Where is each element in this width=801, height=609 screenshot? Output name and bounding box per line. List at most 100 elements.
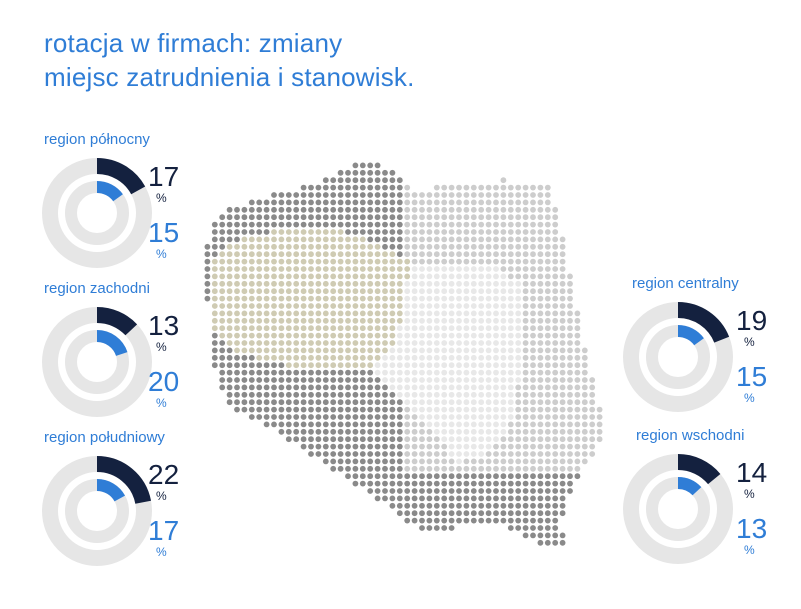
map-dot bbox=[367, 295, 374, 302]
map-dot bbox=[367, 177, 374, 184]
map-dot bbox=[419, 317, 425, 324]
map-dot bbox=[470, 206, 477, 213]
map-dot bbox=[433, 414, 440, 420]
map-dot bbox=[256, 414, 263, 420]
map-dot bbox=[433, 458, 440, 465]
map-dot bbox=[382, 280, 388, 287]
map-dot bbox=[426, 421, 433, 428]
map-dot bbox=[470, 214, 477, 221]
map-dot bbox=[544, 495, 551, 502]
map-dot bbox=[322, 243, 329, 250]
map-dot bbox=[359, 295, 366, 302]
map-dot bbox=[367, 273, 374, 280]
map-dot bbox=[248, 310, 255, 317]
map-dot bbox=[567, 451, 573, 457]
map-dot bbox=[419, 443, 425, 450]
map-dot bbox=[285, 340, 292, 346]
map-dot bbox=[337, 229, 344, 235]
map-dot bbox=[337, 406, 344, 413]
map-dot bbox=[419, 354, 425, 361]
map-dot bbox=[493, 517, 499, 524]
map-dot bbox=[226, 214, 233, 221]
map-dot bbox=[515, 325, 522, 332]
map-dot bbox=[337, 221, 344, 228]
map-dot bbox=[241, 340, 248, 346]
map-dot bbox=[285, 229, 292, 235]
map-dot bbox=[352, 229, 359, 235]
map-dot bbox=[345, 436, 351, 443]
map-dot bbox=[574, 465, 581, 472]
map-dot bbox=[234, 221, 240, 228]
map-dot bbox=[552, 266, 559, 272]
map-dot bbox=[419, 480, 425, 487]
map-dot bbox=[441, 332, 448, 339]
map-dot bbox=[485, 517, 492, 524]
map-dot bbox=[419, 288, 425, 295]
map-dot bbox=[448, 340, 455, 346]
map-dot bbox=[396, 384, 403, 391]
map-dot bbox=[507, 317, 514, 324]
map-dot bbox=[552, 465, 559, 472]
map-dot bbox=[544, 421, 551, 428]
map-dot bbox=[581, 391, 588, 398]
map-dot bbox=[559, 258, 566, 265]
map-dot bbox=[411, 258, 418, 265]
map-dot bbox=[241, 280, 248, 287]
map-dot bbox=[463, 362, 470, 369]
map-dot bbox=[263, 332, 270, 339]
map-dot bbox=[433, 192, 440, 198]
map-dot bbox=[470, 303, 477, 309]
map-dot bbox=[448, 206, 455, 213]
map-dot bbox=[441, 280, 448, 287]
map-dot bbox=[433, 473, 440, 480]
map-dot bbox=[352, 169, 359, 176]
map-dot bbox=[478, 310, 485, 317]
map-dot bbox=[396, 243, 403, 250]
map-dot bbox=[308, 369, 314, 376]
map-dot bbox=[241, 369, 248, 376]
map-dot bbox=[256, 391, 263, 398]
map-dot bbox=[226, 310, 233, 317]
map-dot bbox=[522, 317, 529, 324]
map-dot bbox=[544, 295, 551, 302]
map-dot bbox=[493, 502, 499, 509]
map-dot bbox=[522, 325, 529, 332]
map-dot bbox=[315, 221, 322, 228]
map-dot bbox=[544, 502, 551, 509]
map-dot bbox=[507, 229, 514, 235]
map-dot bbox=[308, 184, 314, 191]
map-dot bbox=[337, 273, 344, 280]
map-dot bbox=[219, 229, 226, 235]
map-dot bbox=[404, 258, 411, 265]
region-label: region centralny bbox=[632, 275, 739, 292]
map-dot bbox=[322, 273, 329, 280]
map-dot bbox=[389, 325, 396, 332]
map-dot bbox=[522, 510, 529, 517]
map-dot bbox=[359, 273, 366, 280]
map-dot bbox=[389, 414, 396, 420]
map-dot bbox=[470, 354, 477, 361]
map-dot bbox=[352, 184, 359, 191]
map-dot bbox=[300, 377, 307, 383]
map-dot bbox=[426, 443, 433, 450]
map-dot bbox=[596, 421, 603, 428]
map-dot bbox=[293, 273, 300, 280]
map-dot bbox=[374, 369, 381, 376]
map-dot bbox=[345, 428, 351, 435]
map-dot bbox=[322, 443, 329, 450]
map-dot bbox=[530, 458, 536, 465]
map-dot bbox=[404, 502, 411, 509]
map-dot bbox=[426, 236, 433, 243]
map-dot bbox=[382, 192, 388, 198]
map-dot bbox=[493, 236, 499, 243]
map-dot bbox=[411, 354, 418, 361]
map-dot bbox=[530, 369, 536, 376]
map-dot bbox=[426, 295, 433, 302]
map-dot bbox=[537, 347, 544, 354]
map-dot bbox=[552, 458, 559, 465]
map-dot bbox=[389, 473, 396, 480]
map-dot bbox=[559, 280, 566, 287]
map-dot bbox=[448, 473, 455, 480]
map-dot bbox=[552, 288, 559, 295]
map-dot bbox=[322, 303, 329, 309]
